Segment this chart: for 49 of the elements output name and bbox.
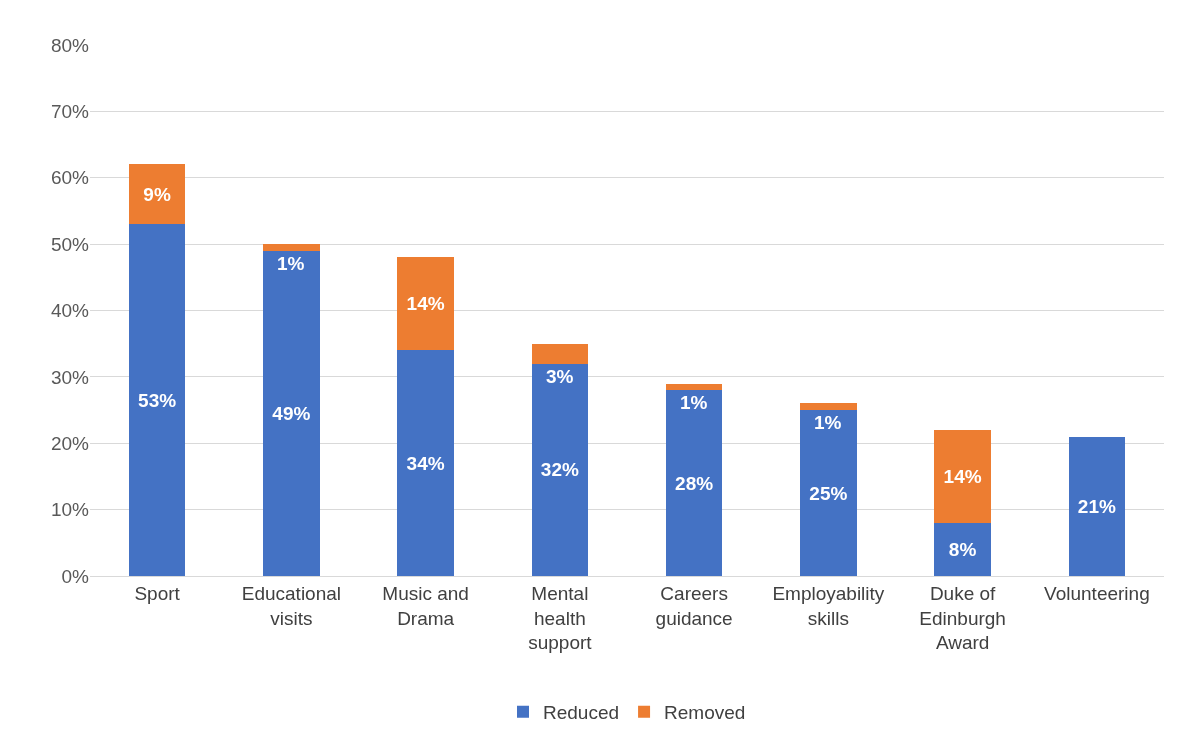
legend-label: Removed [664,702,746,724]
bar [263,244,320,251]
data-label: 49% [272,402,311,424]
bar [800,403,857,411]
y-tick-label: 0% [61,565,90,587]
data-label: 1% [814,412,842,433]
x-tick-label: Music and Drama [382,582,469,629]
data-label: 3% [546,366,574,387]
data-label: 32% [540,459,579,481]
x-tick-label: Mental health support [528,582,593,654]
y-tick-label: 10% [50,499,90,521]
bar [128,224,186,576]
data-label: 28% [675,472,714,494]
y-tick-label: 40% [50,300,90,322]
y-tick-label: 50% [50,233,90,255]
y-tick-label: 70% [50,101,90,123]
bar [531,363,589,576]
y-tick-label: 60% [50,167,90,189]
data-label: 8% [948,538,977,560]
data-label: 21% [1077,495,1116,517]
data-label: 14% [943,465,982,487]
data-label: 1% [680,392,708,413]
x-tick-label: Volunteering [1044,582,1150,604]
data-label: 1% [277,253,305,274]
data-label: 9% [143,183,171,205]
x-tick-label: Employability skills [772,582,885,629]
x-tick-label: Sport [134,582,181,604]
bar [934,429,991,523]
data-label: 14% [406,293,445,315]
bar [665,383,723,391]
bar [531,343,589,364]
y-tick-label: 80% [50,34,90,56]
bar [934,522,991,576]
data-label: 25% [809,482,848,504]
y-tick-label: 20% [50,432,90,454]
legend-label: Reduced [543,702,620,724]
x-tick-label: Duke of Edinburgh Award [919,582,1006,654]
bar [128,164,186,225]
x-tick-label: Careers guidance [655,582,733,629]
y-tick-label: 30% [50,366,90,388]
bar [397,257,454,351]
x-tick-label: Educational visits [241,582,342,629]
data-label: 34% [406,452,445,474]
data-label: 53% [138,389,177,411]
bar [800,410,857,576]
bar [1068,436,1126,576]
bar [665,390,723,576]
bar [263,250,320,576]
bar [397,350,454,576]
